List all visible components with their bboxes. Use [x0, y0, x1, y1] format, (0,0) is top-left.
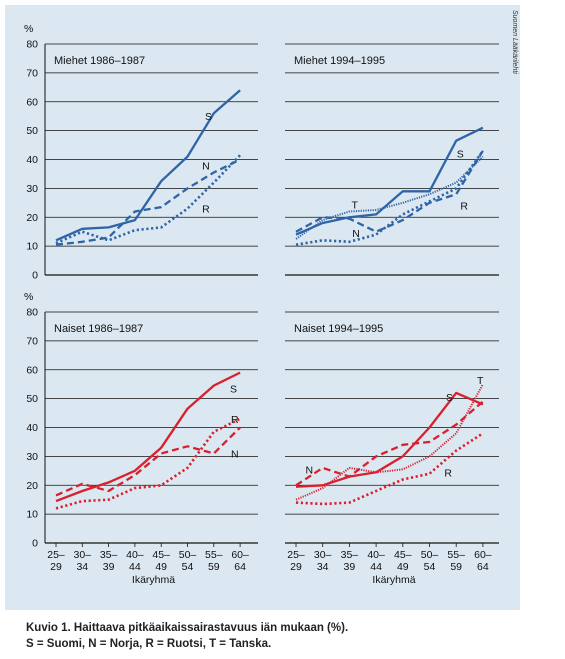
chart-4: Naiset 1994–1995 25–29 30–34 35–39 40–44 45–4… — [285, 311, 499, 586]
x-tick-label: 39 — [103, 561, 115, 573]
chart-1: 0 10 20 30 40 50 60 70 80% Miehet 1986–1987 S N R — [24, 23, 258, 282]
series-line-R — [55, 426, 241, 497]
series-line-N — [55, 158, 241, 246]
x-tick-label: 49 — [155, 561, 167, 573]
x-tick-label: 55– — [205, 549, 223, 561]
x-tick-label: 39 — [344, 561, 356, 573]
series-label: N — [352, 228, 360, 240]
series-label: R — [460, 201, 468, 213]
x-tick-label: 59 — [208, 561, 220, 573]
x-tick-label: 55– — [447, 549, 465, 561]
x-tick-label: 44 — [129, 561, 141, 573]
series-line-N — [295, 400, 484, 487]
series-label: S — [230, 384, 237, 396]
y-tick-label: 80 — [26, 307, 38, 319]
chart-title: Naiset 1986–1987 — [54, 323, 143, 335]
y-tick-label: 10 — [26, 241, 38, 253]
series-line-R — [295, 432, 484, 506]
x-tick-label: 54 — [424, 561, 436, 573]
x-tick-label: 35– — [341, 549, 359, 561]
figure-caption: Kuvio 1. Haittaava pitkäaikaissairastavu… — [26, 620, 348, 652]
series-line-R — [55, 154, 242, 245]
y-tick-label: 70 — [26, 335, 38, 347]
series-label: N — [306, 464, 314, 476]
x-tick-label: 29 — [290, 561, 302, 573]
x-tick-label: 60– — [231, 549, 249, 561]
x-tick-label: 34 — [76, 561, 88, 573]
caption-line-1: Kuvio 1. Haittaava pitkäaikaissairastavu… — [26, 622, 349, 634]
y-axis-label: % — [24, 23, 33, 35]
y-tick-label: 70 — [26, 67, 38, 79]
y-tick-label: 10 — [26, 509, 38, 521]
series-label: R — [231, 414, 239, 426]
y-tick-label: 80 — [26, 39, 38, 51]
x-tick-label: 30– — [74, 549, 92, 561]
x-tick-label: 44 — [370, 561, 382, 573]
x-tick-label: 64 — [477, 561, 489, 573]
x-tick-label: 45– — [394, 549, 412, 561]
x-tick-label: 30– — [314, 549, 332, 561]
series-line-R — [295, 150, 484, 246]
y-tick-label: 30 — [26, 183, 38, 195]
series-label: R — [444, 467, 452, 479]
series-label: S — [446, 392, 453, 404]
y-tick-label: 20 — [26, 480, 38, 492]
credit-text: Suomen Lääkärilehti — [511, 10, 518, 74]
series-line-S — [295, 391, 484, 488]
credit: Suomen Lääkärilehti — [508, 10, 520, 120]
y-tick-label: 40 — [26, 422, 38, 434]
series-label: T — [477, 375, 484, 387]
x-axis-label: Ikäryhmä — [372, 574, 415, 586]
x-tick-label: 35– — [100, 549, 118, 561]
y-tick-label: 20 — [26, 212, 38, 224]
x-tick-label: 54 — [182, 561, 194, 573]
y-tick-label: 40 — [26, 154, 38, 166]
figure-panel — [5, 5, 520, 610]
x-axis-label: Ikäryhmä — [132, 574, 175, 586]
y-tick-label: 0 — [32, 538, 38, 550]
series-label: N — [231, 448, 239, 460]
series-label: S — [457, 149, 464, 161]
x-tick-label: 40– — [126, 549, 144, 561]
series-label: R — [202, 204, 210, 216]
y-tick-label: 60 — [26, 96, 38, 108]
chart-title: Miehet 1994–1995 — [294, 55, 385, 67]
series-line-S — [295, 126, 484, 236]
y-axis-label: % — [24, 291, 33, 303]
x-tick-label: 29 — [50, 561, 62, 573]
x-tick-label: 59 — [450, 561, 462, 573]
x-tick-label: 45– — [152, 549, 170, 561]
series-label: S — [205, 111, 212, 123]
y-tick-label: 0 — [32, 270, 38, 282]
x-tick-label: 25– — [287, 549, 305, 561]
y-tick-label: 50 — [26, 125, 38, 137]
series-line-T — [295, 155, 484, 240]
chart-3: 0 10 20 30 40 50 60 70 80% Naiset 1986–1987 25–29 3… — [24, 291, 258, 586]
chart-2: Miehet 1994–1995 S N R T — [285, 43, 499, 276]
x-tick-label: 60– — [474, 549, 492, 561]
series-line-T — [295, 383, 484, 501]
series-line-S — [55, 371, 241, 503]
y-tick-label: 30 — [26, 451, 38, 463]
x-tick-label: 49 — [397, 561, 409, 573]
chart-title: Naiset 1994–1995 — [294, 323, 383, 335]
series-label: T — [352, 199, 359, 211]
x-tick-label: 64 — [234, 561, 246, 573]
chart-title: Miehet 1986–1987 — [54, 55, 145, 67]
caption-line-2: S = Suomi, N = Norja, R = Ruotsi, T = Ta… — [26, 638, 272, 650]
y-tick-label: 60 — [26, 364, 38, 376]
x-tick-label: 40– — [367, 549, 385, 561]
x-tick-label: 50– — [421, 549, 439, 561]
series-label: N — [202, 160, 210, 172]
x-tick-label: 34 — [317, 561, 329, 573]
y-tick-label: 50 — [26, 393, 38, 405]
x-tick-label: 25– — [47, 549, 65, 561]
x-tick-label: 50– — [179, 549, 197, 561]
series-line-S — [55, 89, 241, 242]
